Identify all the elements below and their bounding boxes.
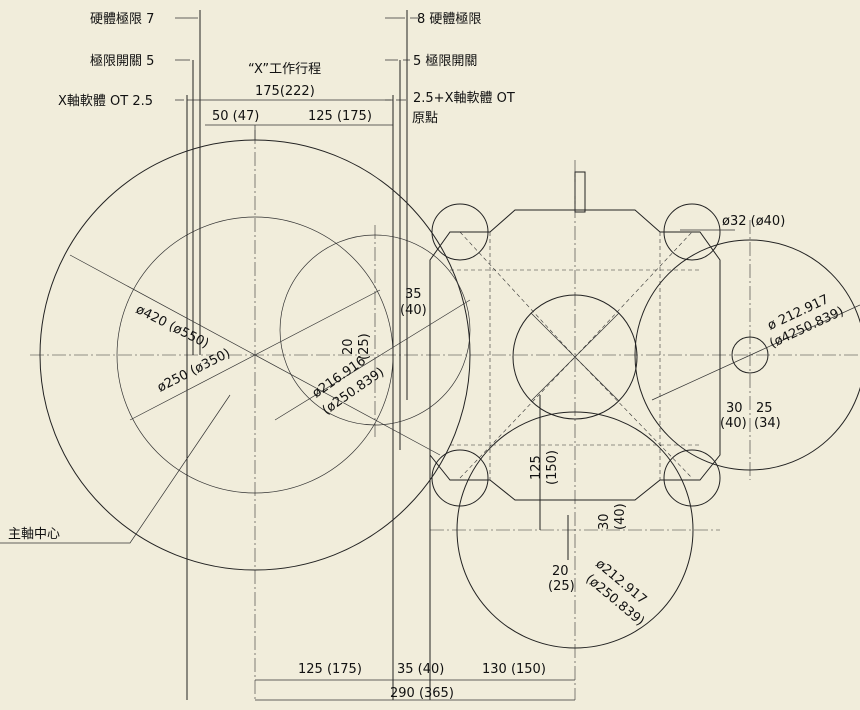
label: 原點 <box>412 111 438 126</box>
label: 8 硬體極限 <box>417 11 481 27</box>
label: (40) <box>720 416 747 431</box>
label: 130 (150) <box>482 662 546 677</box>
label: 硬體極限 7 <box>90 11 154 27</box>
label: 30 <box>726 401 743 416</box>
label: 25 <box>756 401 773 416</box>
label: 35 <box>405 287 422 302</box>
label: 125 (175) <box>298 662 362 677</box>
label: ø32 (ø40) <box>722 214 785 229</box>
label: 125 (175) <box>308 109 372 124</box>
label: 20 <box>341 338 356 355</box>
label: (25) <box>548 579 575 594</box>
label: 175(222) <box>255 84 315 99</box>
label: 30 <box>597 513 612 530</box>
label: 125 <box>529 455 544 480</box>
label: (40) <box>613 503 628 530</box>
label: (40) <box>400 303 427 318</box>
label: (150) <box>545 450 560 485</box>
label: 20 <box>552 564 569 579</box>
label: 5 極限開關 <box>413 53 477 69</box>
label: ø420 (ø550) <box>133 302 211 352</box>
labels: 硬體極限 7 8 硬體極限 極限開關 5 5 極限開關 X軸軟體 OT 2.5 … <box>8 11 846 701</box>
label: ø250 (ø350) <box>155 346 233 396</box>
label: (34) <box>754 416 781 431</box>
label: “X”工作行程 <box>248 62 321 77</box>
label: 35 (40) <box>397 662 444 677</box>
label: 極限開關 5 <box>90 53 154 69</box>
label: (25) <box>357 333 372 360</box>
label: X軸軟體 OT 2.5 <box>58 93 153 109</box>
label: 2.5+X軸軟體 OT <box>413 90 515 106</box>
label: 主軸中心 <box>8 527 60 542</box>
shapes <box>0 10 860 701</box>
label: 50 (47) <box>212 109 259 124</box>
label: 290 (365) <box>390 686 454 701</box>
